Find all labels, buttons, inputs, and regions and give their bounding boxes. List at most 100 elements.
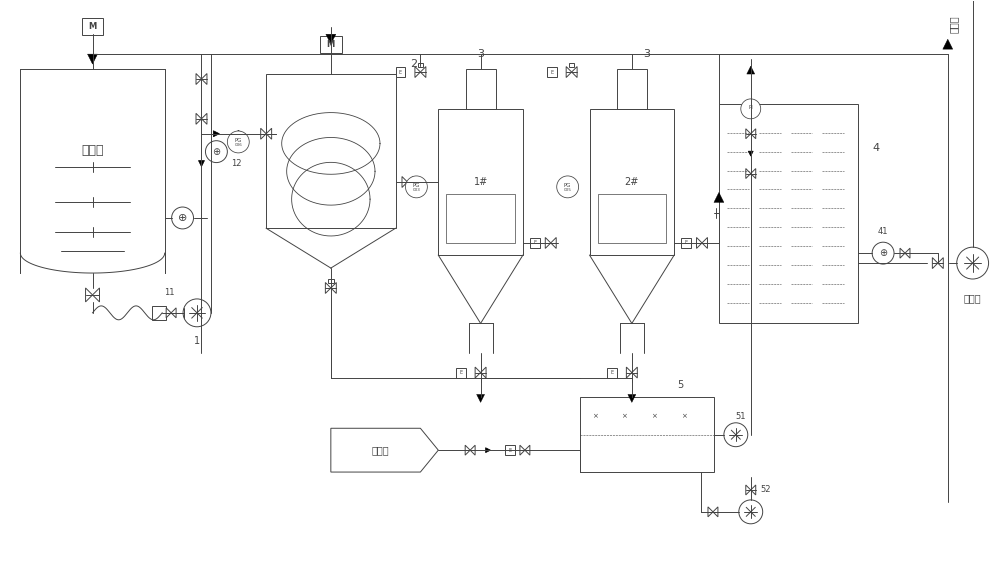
Polygon shape bbox=[475, 367, 481, 378]
Bar bbox=[590, 109, 674, 255]
Polygon shape bbox=[525, 445, 530, 455]
Circle shape bbox=[557, 176, 579, 198]
Bar bbox=[607, 368, 617, 378]
Text: 52: 52 bbox=[760, 485, 771, 494]
Bar bbox=[456, 368, 466, 378]
Circle shape bbox=[957, 247, 989, 279]
Text: ⊕: ⊕ bbox=[178, 213, 187, 223]
Polygon shape bbox=[407, 177, 413, 187]
Polygon shape bbox=[713, 507, 718, 517]
Polygon shape bbox=[748, 151, 753, 156]
Bar bbox=[466, 69, 496, 109]
Polygon shape bbox=[201, 74, 207, 84]
Polygon shape bbox=[266, 128, 272, 139]
Text: 3: 3 bbox=[477, 49, 484, 59]
Polygon shape bbox=[938, 258, 943, 269]
Text: ⊕: ⊕ bbox=[212, 146, 220, 157]
Polygon shape bbox=[470, 445, 475, 455]
Text: E: E bbox=[459, 370, 462, 375]
Bar bbox=[530, 238, 540, 248]
Text: PG: PG bbox=[235, 138, 242, 144]
Text: E: E bbox=[508, 448, 512, 453]
Polygon shape bbox=[477, 395, 485, 403]
Bar bbox=[719, 104, 858, 323]
Polygon shape bbox=[93, 288, 99, 302]
Bar bbox=[152, 306, 166, 320]
Polygon shape bbox=[331, 428, 438, 472]
Text: 高压泥: 高压泥 bbox=[964, 293, 981, 303]
Polygon shape bbox=[261, 128, 266, 139]
Polygon shape bbox=[932, 258, 938, 269]
Text: E: E bbox=[610, 370, 614, 375]
Text: PG: PG bbox=[413, 184, 420, 189]
Polygon shape bbox=[420, 66, 426, 78]
Polygon shape bbox=[196, 113, 201, 124]
Bar bbox=[438, 109, 523, 255]
Bar bbox=[580, 397, 714, 472]
Text: 自来水: 自来水 bbox=[372, 445, 389, 455]
Polygon shape bbox=[520, 445, 525, 455]
Text: 41: 41 bbox=[878, 227, 888, 236]
Text: ×: × bbox=[681, 413, 687, 419]
Bar bbox=[396, 67, 405, 77]
Bar bbox=[320, 35, 342, 52]
Circle shape bbox=[739, 500, 763, 524]
Polygon shape bbox=[402, 177, 407, 187]
Polygon shape bbox=[198, 160, 204, 167]
Bar bbox=[266, 74, 396, 228]
Text: ×: × bbox=[651, 413, 657, 419]
Polygon shape bbox=[166, 308, 171, 318]
Text: PG: PG bbox=[564, 184, 571, 189]
Text: ⊕: ⊕ bbox=[879, 248, 887, 258]
Polygon shape bbox=[905, 248, 910, 258]
Polygon shape bbox=[465, 445, 470, 455]
Polygon shape bbox=[545, 238, 551, 248]
Circle shape bbox=[724, 423, 748, 446]
Bar bbox=[681, 238, 691, 248]
Text: 2#: 2# bbox=[625, 177, 639, 187]
Text: 005: 005 bbox=[564, 188, 572, 192]
Text: ×: × bbox=[621, 413, 627, 419]
Bar bbox=[418, 63, 423, 67]
Polygon shape bbox=[201, 113, 207, 124]
Text: E: E bbox=[533, 240, 536, 245]
Bar bbox=[505, 445, 515, 455]
Text: E: E bbox=[550, 70, 553, 74]
Bar bbox=[446, 194, 515, 243]
Polygon shape bbox=[747, 66, 755, 74]
Text: 003: 003 bbox=[412, 188, 420, 192]
Polygon shape bbox=[697, 238, 702, 248]
Text: 12: 12 bbox=[231, 159, 242, 168]
Text: 3: 3 bbox=[643, 49, 650, 59]
Polygon shape bbox=[213, 131, 219, 137]
Bar bbox=[569, 63, 574, 67]
Polygon shape bbox=[331, 283, 336, 293]
Circle shape bbox=[872, 242, 894, 264]
Text: 塔前槽: 塔前槽 bbox=[81, 144, 104, 157]
Polygon shape bbox=[326, 34, 336, 44]
Polygon shape bbox=[628, 395, 636, 403]
Polygon shape bbox=[415, 66, 420, 78]
Polygon shape bbox=[714, 193, 724, 202]
Polygon shape bbox=[566, 66, 572, 78]
Polygon shape bbox=[746, 485, 751, 495]
Circle shape bbox=[183, 299, 211, 327]
Polygon shape bbox=[572, 66, 577, 78]
Text: PI: PI bbox=[748, 105, 753, 110]
Text: 至管水: 至管水 bbox=[949, 15, 959, 33]
Bar bbox=[617, 69, 647, 109]
Text: 2: 2 bbox=[410, 59, 418, 69]
Polygon shape bbox=[746, 129, 751, 138]
Polygon shape bbox=[702, 238, 707, 248]
Bar bbox=[82, 18, 103, 35]
Text: 1: 1 bbox=[194, 336, 200, 346]
Text: 006: 006 bbox=[234, 143, 242, 147]
Bar bbox=[547, 67, 557, 77]
Bar bbox=[328, 279, 334, 283]
Polygon shape bbox=[751, 485, 756, 495]
Polygon shape bbox=[900, 248, 905, 258]
Text: M: M bbox=[88, 22, 97, 31]
Polygon shape bbox=[325, 283, 331, 293]
Text: M: M bbox=[327, 39, 335, 48]
Text: E: E bbox=[399, 70, 402, 74]
